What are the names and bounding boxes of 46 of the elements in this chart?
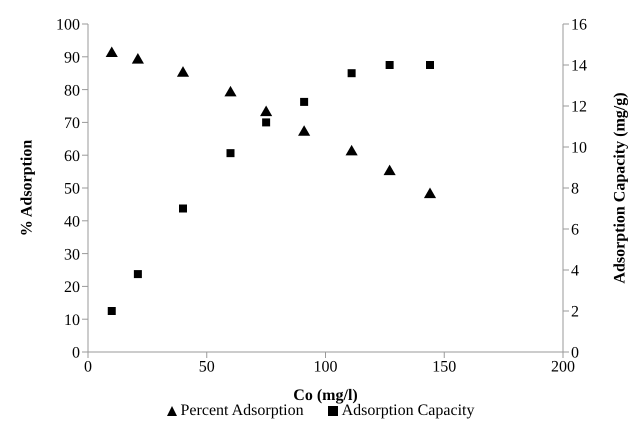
point bbox=[106, 46, 118, 58]
point bbox=[298, 125, 310, 136]
point bbox=[426, 61, 434, 69]
x-tick-label: 100 bbox=[314, 358, 338, 376]
y2-tick-label: 14 bbox=[571, 58, 587, 75]
y-tick-label: 0 bbox=[72, 344, 80, 362]
y-tick-label: 30 bbox=[64, 246, 80, 264]
y2-tick-label: 2 bbox=[571, 304, 579, 321]
point bbox=[108, 307, 116, 315]
point bbox=[386, 61, 394, 69]
point bbox=[179, 204, 187, 212]
point bbox=[424, 188, 436, 198]
y2-tick-label: 16 bbox=[571, 16, 587, 34]
point bbox=[348, 69, 356, 78]
y2-tick-label: 12 bbox=[571, 98, 587, 116]
point bbox=[384, 164, 396, 176]
x-tick-label: 150 bbox=[432, 358, 456, 376]
y-tick-label: 80 bbox=[64, 82, 80, 100]
point bbox=[134, 270, 142, 278]
point bbox=[226, 149, 234, 158]
x-tick-label: 0 bbox=[84, 358, 92, 376]
point bbox=[176, 66, 190, 77]
point bbox=[300, 98, 308, 106]
point bbox=[132, 53, 144, 64]
y2-tick-label: 10 bbox=[571, 140, 587, 157]
y2-tick-label: 4 bbox=[571, 262, 579, 280]
legend-label: Percent Adsorption bbox=[180, 402, 304, 420]
y-tick-label: 90 bbox=[64, 49, 80, 66]
legend-label: Adsorption Capacity bbox=[342, 402, 474, 420]
y2-tick-label: 6 bbox=[571, 222, 579, 239]
y-tick-label: 100 bbox=[56, 16, 80, 34]
x-tick-label: 50 bbox=[198, 358, 215, 376]
point bbox=[260, 106, 272, 116]
point bbox=[262, 118, 270, 126]
y-tick-label: 40 bbox=[64, 213, 80, 230]
y-tick-label: 20 bbox=[64, 279, 80, 296]
y-axis-title: % Adsorption bbox=[18, 140, 36, 236]
point bbox=[224, 86, 237, 96]
y2-tick-label: 8 bbox=[571, 180, 579, 198]
y-tick-label: 70 bbox=[64, 115, 80, 132]
y-tick-label: 60 bbox=[64, 148, 80, 165]
point bbox=[346, 144, 358, 156]
x-axis-title: Co (mg/l) bbox=[293, 387, 358, 404]
y-tick-label: 50 bbox=[64, 180, 80, 198]
y-tick-label: 10 bbox=[64, 312, 80, 329]
y2-axis-title: Adsorption Capacity (mg/g) bbox=[612, 92, 629, 284]
